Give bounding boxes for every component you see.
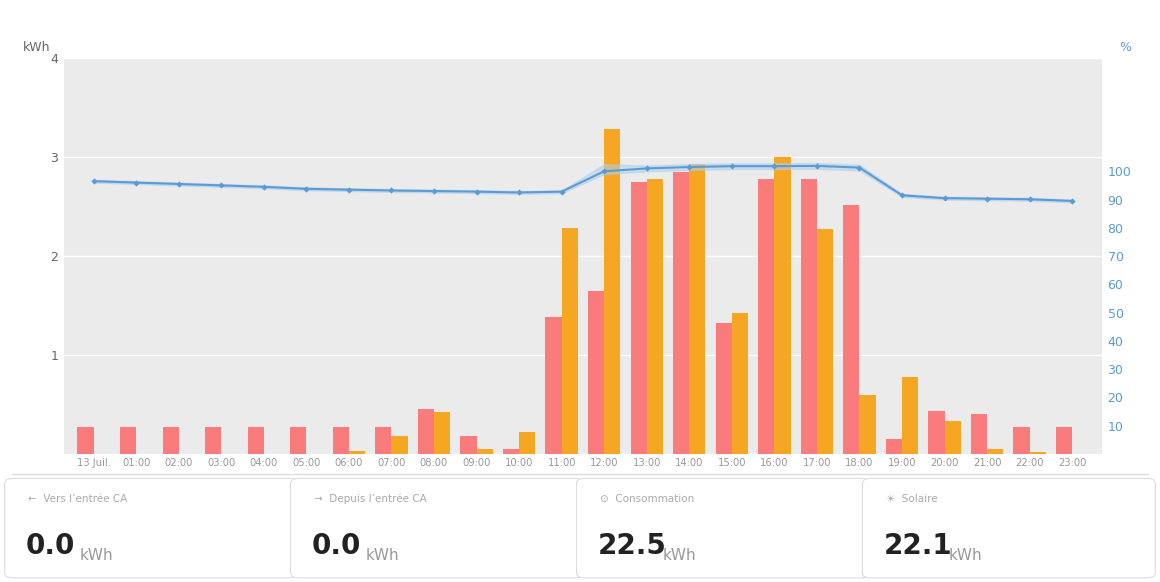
Bar	[349, 451, 365, 454]
Text: %: %	[1119, 41, 1131, 54]
Bar	[1014, 427, 1030, 454]
Bar	[673, 172, 689, 454]
Bar	[1056, 427, 1072, 454]
Bar	[1030, 452, 1046, 454]
Text: 22.5: 22.5	[597, 533, 666, 560]
Bar	[119, 427, 136, 454]
Text: kWh: kWh	[23, 41, 51, 54]
Bar	[759, 179, 775, 454]
Bar	[376, 427, 391, 454]
Bar	[716, 324, 732, 454]
Bar	[944, 421, 960, 454]
Text: ⊙  Consommation: ⊙ Consommation	[600, 494, 694, 503]
Text: kWh: kWh	[949, 548, 981, 563]
Legend: Consommation, Solaire, Batterie: Consommation, Solaire, Batterie	[28, 512, 293, 524]
Bar	[604, 129, 621, 454]
Bar	[800, 179, 817, 454]
Bar	[519, 432, 535, 454]
Bar	[434, 413, 450, 454]
Bar	[902, 377, 919, 454]
Bar	[247, 427, 263, 454]
Text: kWh: kWh	[365, 548, 399, 563]
Text: 0.0: 0.0	[26, 533, 75, 560]
Text: →  Depuis l’entrée CA: → Depuis l’entrée CA	[313, 494, 427, 504]
Bar	[477, 449, 493, 454]
Bar	[631, 182, 647, 454]
Bar	[987, 449, 1003, 454]
Bar	[333, 427, 349, 454]
Bar	[886, 439, 902, 454]
Bar	[588, 290, 604, 454]
Text: ☀  Solaire: ☀ Solaire	[886, 494, 937, 503]
Bar	[418, 410, 434, 454]
Bar	[860, 395, 876, 454]
Bar	[689, 164, 705, 454]
Bar	[545, 317, 561, 454]
Bar	[78, 427, 94, 454]
Text: 0.0: 0.0	[311, 533, 361, 560]
Bar	[162, 427, 179, 454]
Bar	[817, 229, 833, 454]
Bar	[461, 436, 477, 454]
Bar	[391, 436, 407, 454]
Text: ←  Vers l’entrée CA: ← Vers l’entrée CA	[28, 494, 128, 503]
Bar	[290, 427, 306, 454]
Bar	[561, 228, 578, 454]
Bar	[647, 179, 662, 454]
Bar	[503, 449, 519, 454]
Bar	[732, 314, 748, 454]
Bar	[843, 205, 860, 454]
Bar	[971, 414, 987, 454]
Bar	[775, 157, 791, 454]
Bar	[928, 411, 944, 454]
Text: 22.1: 22.1	[884, 533, 952, 560]
Text: kWh: kWh	[79, 548, 113, 563]
Text: kWh: kWh	[662, 548, 696, 563]
Bar	[205, 427, 222, 454]
